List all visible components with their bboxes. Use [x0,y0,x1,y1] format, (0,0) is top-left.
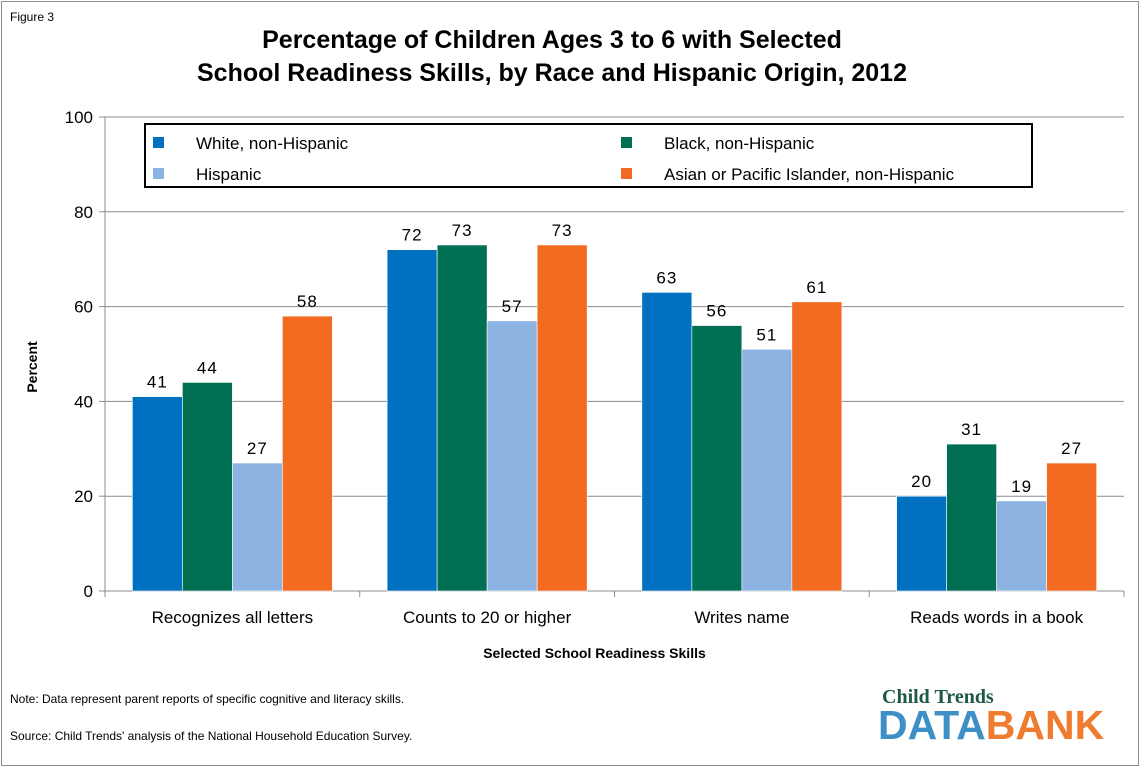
bar [486,320,538,592]
data-label: 20 [911,472,932,491]
data-label: 73 [552,221,573,240]
bar [536,244,588,592]
data-label: 27 [247,439,268,458]
category-label: Counts to 20 or higher [403,608,572,627]
data-label: 27 [1061,439,1082,458]
data-label: 41 [147,373,168,392]
legend-label: Black, non-Hispanic [664,134,815,153]
data-label: 57 [502,297,523,316]
data-label: 63 [656,268,677,287]
category-label: Writes name [694,608,789,627]
data-label: 58 [297,292,318,311]
data-label: 73 [452,221,473,240]
chart-title-line-1: Percentage of Children Ages 3 to 6 with … [262,26,842,54]
bar [996,500,1047,592]
chart-title: Percentage of Children Ages 3 to 6 with … [152,24,952,90]
y-axis-title: Percent [24,341,40,393]
data-label: 31 [961,420,982,439]
y-tick-label: 100 [65,108,93,127]
bar [791,301,843,592]
data-label: 72 [402,226,423,245]
category-label: Reads words in a book [910,608,1083,627]
bar [741,348,793,592]
logo-bottom-text: DATABANK [878,703,1104,747]
legend-swatch [621,168,632,179]
y-tick-label: 60 [74,298,93,317]
legend-swatch [621,137,632,148]
logo-top-text: Child Trends [882,686,994,708]
bar [182,382,233,592]
legend-swatch [153,137,164,148]
data-label: 44 [197,358,218,377]
legend-swatch [153,168,164,179]
note-text: Note: Data represent parent reports of s… [10,692,405,706]
child-trends-databank-logo: Child Trends DATABANK [878,686,1108,748]
legend-label: Asian or Pacific Islander, non-Hispanic [664,165,955,184]
data-label: 61 [806,278,827,297]
legend-label: Hispanic [196,165,262,184]
y-tick-label: 0 [84,582,93,601]
source-text: Source: Child Trends' analysis of the Na… [10,729,413,743]
bar [641,292,693,592]
y-tick-label: 80 [74,203,93,222]
x-axis-title: Selected School Readiness Skills [483,645,706,661]
y-tick-label: 40 [74,392,93,411]
figure-label: Figure 3 [10,10,55,24]
category-label: Recognizes all letters [152,608,314,627]
data-label: 19 [1011,477,1032,496]
chart-title-line-2: School Readiness Skills, by Race and His… [197,59,907,87]
bar [132,396,183,592]
legend-box [144,123,1033,188]
bar [1046,462,1097,592]
bar [436,244,488,592]
data-label: 56 [706,302,727,321]
logo-data-text: DATA [878,702,986,748]
bar [896,495,947,592]
bar-chart: 0 20 40 60 80 100 41 44 27 58 Recognizes all lette… [24,108,1125,661]
bar [946,443,997,592]
data-label: 51 [756,325,777,344]
logo-bank-text: BANK [985,702,1105,748]
legend-label: White, non-Hispanic [196,134,349,153]
bar [386,249,438,592]
bar [282,315,333,592]
bar [691,325,743,592]
bar [232,462,283,592]
y-tick-label: 20 [74,487,93,506]
